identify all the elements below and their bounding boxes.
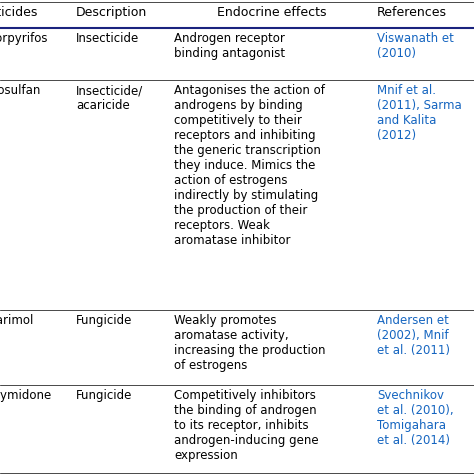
Text: Procymidone: Procymidone — [0, 389, 52, 402]
Text: Endocrine effects: Endocrine effects — [217, 6, 326, 19]
Text: Description: Description — [76, 6, 147, 19]
Text: Svechnikov
et al. (2010),
Tomigahara
et al. (2014): Svechnikov et al. (2010), Tomigahara et … — [377, 389, 454, 447]
Text: Fenarimol: Fenarimol — [0, 314, 35, 327]
Text: Competitively inhibitors
the binding of androgen
to its receptor, inhibits
andro: Competitively inhibitors the binding of … — [174, 389, 319, 462]
Text: References: References — [377, 6, 447, 19]
Text: Antagonises the action of
androgens by binding
competitively to their
receptors : Antagonises the action of androgens by b… — [174, 84, 325, 247]
Text: Endosulfan: Endosulfan — [0, 84, 41, 97]
Text: Insecticide: Insecticide — [76, 32, 139, 45]
Text: Mnif et al.
(2011), Sarma
and Kalita
(2012): Mnif et al. (2011), Sarma and Kalita (20… — [377, 84, 462, 142]
Text: Andersen et
(2002), Mnif
et al. (2011): Andersen et (2002), Mnif et al. (2011) — [377, 314, 450, 357]
Text: Fungicide: Fungicide — [76, 389, 132, 402]
Text: Androgen receptor
binding antagonist: Androgen receptor binding antagonist — [174, 32, 285, 60]
Text: Viswanath et
(2010): Viswanath et (2010) — [377, 32, 454, 60]
Text: Pesticides: Pesticides — [0, 6, 38, 19]
Text: Fungicide: Fungicide — [76, 314, 132, 327]
Text: Weakly promotes
aromatase activity,
increasing the production
of estrogens: Weakly promotes aromatase activity, incr… — [174, 314, 326, 372]
Text: Insecticide/
acaricide: Insecticide/ acaricide — [76, 84, 143, 112]
Text: Chlorpyrifos: Chlorpyrifos — [0, 32, 47, 45]
